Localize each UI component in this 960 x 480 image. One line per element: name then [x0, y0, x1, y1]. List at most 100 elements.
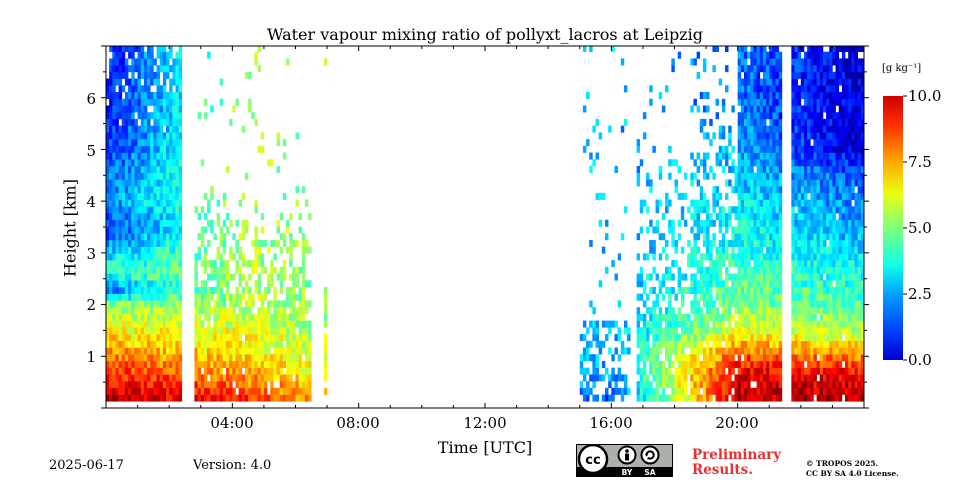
heatmap-cell — [159, 92, 164, 100]
heatmap-cell — [137, 132, 142, 140]
heatmap-cell — [137, 246, 142, 254]
heatmap-cell — [819, 293, 824, 301]
heatmap-cell — [797, 172, 802, 180]
heatmap-cell — [832, 199, 836, 207]
heatmap-cell — [841, 280, 846, 288]
heatmap-cell — [690, 253, 694, 261]
heatmap-cell — [772, 179, 776, 187]
heatmap-cell — [838, 253, 843, 261]
heatmap-cell — [194, 313, 198, 321]
heatmap-cell — [175, 360, 179, 368]
heatmap-cell — [668, 347, 672, 355]
heatmap-cell — [756, 280, 761, 288]
heatmap-cell — [690, 152, 694, 160]
heatmap-cell — [772, 334, 776, 342]
heatmap-cell — [807, 219, 811, 227]
heatmap-cell — [759, 374, 764, 382]
heatmap-cell — [816, 71, 821, 79]
heatmap-cell — [775, 253, 780, 261]
heatmap-cell — [854, 179, 858, 187]
heatmap-cell — [677, 192, 682, 200]
heatmap-cell — [791, 105, 795, 113]
heatmap-cell — [848, 260, 852, 268]
heatmap-cell — [797, 273, 802, 281]
heatmap-cell — [658, 307, 663, 315]
heatmap-cell — [627, 347, 631, 355]
heatmap-cell — [715, 293, 720, 301]
heatmap-cell — [813, 92, 817, 100]
heatmap-cell — [721, 206, 726, 214]
heatmap-cell — [582, 347, 587, 355]
heatmap-cell — [769, 239, 773, 247]
heatmap-cell — [219, 293, 224, 301]
heatmap-cell — [668, 354, 672, 362]
heatmap-cell — [153, 112, 157, 120]
heatmap-cell — [778, 179, 783, 187]
heatmap-cell — [810, 367, 814, 375]
heatmap-cell — [121, 387, 126, 395]
heatmap-cell — [816, 340, 821, 348]
heatmap-cell — [816, 112, 821, 120]
heatmap-cell — [124, 394, 129, 402]
heatmap-cell — [118, 125, 123, 133]
heatmap-cell — [848, 139, 852, 147]
heatmap-cell — [608, 381, 612, 389]
heatmap-cell — [693, 246, 697, 254]
heatmap-cell — [115, 118, 119, 126]
heatmap-cell — [687, 367, 691, 375]
heatmap-cell — [832, 51, 836, 59]
heatmap-cell — [794, 125, 798, 133]
heatmap-cell — [822, 226, 827, 234]
heatmap-cell — [813, 51, 817, 59]
heatmap-cell — [778, 360, 783, 368]
heatmap-cell — [826, 273, 830, 281]
heatmap-cell — [219, 226, 224, 234]
heatmap-cell — [860, 340, 864, 348]
heatmap-cell — [150, 145, 154, 153]
heatmap-cell — [712, 239, 716, 247]
heatmap-cell — [109, 260, 113, 268]
heatmap-cell — [807, 307, 811, 315]
heatmap-cell — [156, 367, 160, 375]
heatmap-cell — [807, 367, 811, 375]
heatmap-cell — [762, 394, 767, 402]
heatmap-cell — [747, 293, 751, 301]
heatmap-cell — [134, 381, 138, 389]
heatmap-cell — [140, 58, 145, 66]
heatmap-cell — [115, 307, 119, 315]
heatmap-cell — [134, 273, 138, 281]
heatmap-cell — [109, 78, 113, 86]
heatmap-cell — [848, 192, 852, 200]
heatmap-cell — [178, 172, 183, 180]
heatmap-cell — [128, 105, 132, 113]
heatmap-cell — [756, 139, 761, 147]
heatmap-cell — [851, 313, 855, 321]
heatmap-cell — [134, 98, 138, 106]
heatmap-cell — [791, 260, 795, 268]
heatmap-cell — [143, 118, 148, 126]
heatmap-cell — [800, 46, 805, 52]
heatmap-cell — [219, 374, 224, 382]
heatmap-cell — [857, 239, 862, 247]
heatmap-cell — [822, 293, 827, 301]
heatmap-cell — [298, 387, 303, 395]
x-tick-label: 08:00 — [336, 414, 380, 432]
heatmap-cell — [642, 367, 647, 375]
heatmap-cell — [295, 394, 299, 402]
heatmap-cell — [737, 286, 742, 295]
heatmap-cell — [671, 381, 675, 389]
heatmap-cell — [747, 280, 751, 288]
heatmap-cell — [841, 46, 846, 52]
heatmap-cell — [279, 273, 284, 281]
heatmap-cell — [257, 354, 262, 362]
heatmap-cell — [826, 253, 830, 261]
heatmap-cell — [222, 280, 227, 288]
heatmap-cell — [156, 51, 160, 59]
heatmap-cell — [810, 78, 814, 86]
heatmap-cell — [803, 266, 808, 274]
heatmap-cell — [699, 118, 704, 126]
heatmap-cell — [750, 367, 754, 375]
heatmap-cell — [178, 206, 183, 214]
heatmap-cell — [137, 172, 142, 180]
heatmap-cell — [649, 347, 653, 355]
